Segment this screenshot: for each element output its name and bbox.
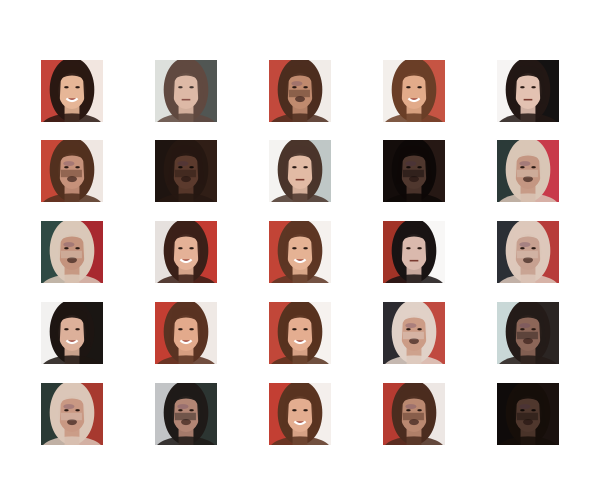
face-sample-2-3 — [269, 140, 331, 202]
face-sample-1-5 — [497, 60, 559, 122]
face-sample-4-1 — [41, 302, 103, 364]
face-sample-3-2 — [155, 221, 217, 283]
face-sample-5-4 — [383, 383, 445, 445]
face-sample-3-5 — [497, 221, 559, 283]
face-sample-5-3 — [269, 383, 331, 445]
face-sample-1-3 — [269, 60, 331, 122]
face-sample-3-3 — [269, 221, 331, 283]
face-sample-1-2 — [155, 60, 217, 122]
face-sample-2-2 — [155, 140, 217, 202]
face-sample-4-3 — [269, 302, 331, 364]
face-sample-2-4 — [383, 140, 445, 202]
face-sample-1-1 — [41, 60, 103, 122]
face-sample-2-5 — [497, 140, 559, 202]
face-sample-3-1 — [41, 221, 103, 283]
face-sample-5-1 — [41, 383, 103, 445]
face-sample-3-4 — [383, 221, 445, 283]
face-sample-1-4 — [383, 60, 445, 122]
face-sample-5-2 — [155, 383, 217, 445]
face-sample-2-1 — [41, 140, 103, 202]
face-sample-5-5 — [497, 383, 559, 445]
face-sample-4-5 — [497, 302, 559, 364]
face-sample-4-2 — [155, 302, 217, 364]
face-sample-4-4 — [383, 302, 445, 364]
